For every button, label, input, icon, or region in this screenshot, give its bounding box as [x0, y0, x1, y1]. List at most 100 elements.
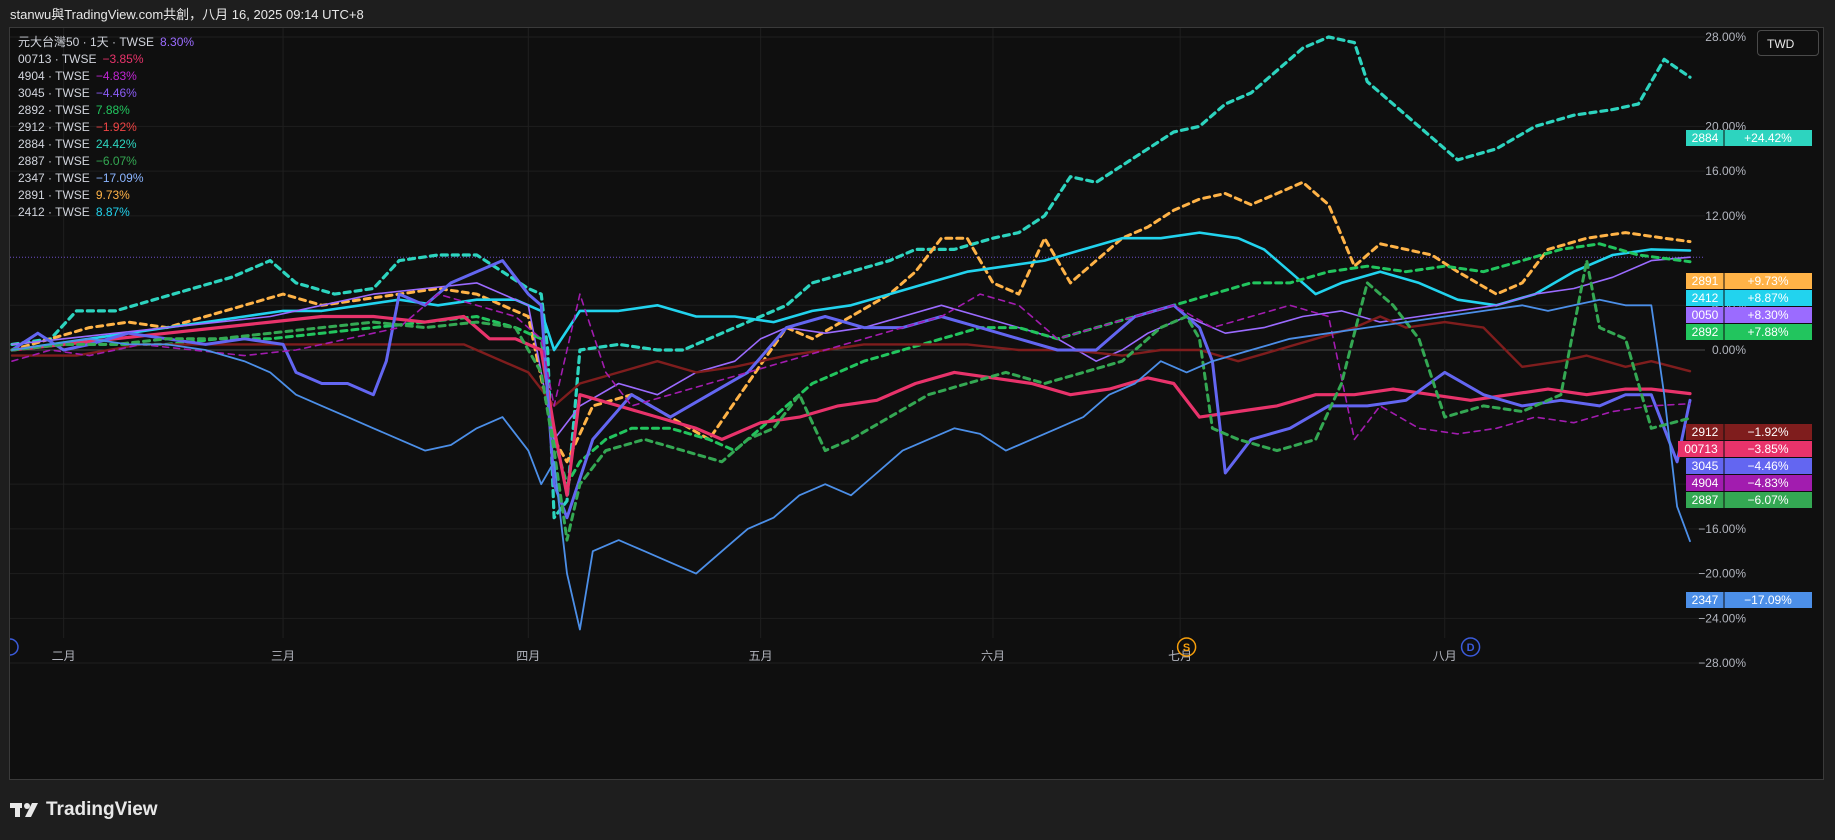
series-line-2887[interactable]	[10, 259, 1692, 542]
legend-label: 2412 · TWSE	[18, 205, 90, 219]
legend-value: −6.07%	[95, 154, 137, 168]
price-tag-bg	[1686, 324, 1724, 340]
price-tag-4904: 4904 −4.83%	[1686, 475, 1812, 491]
price-tag-2347: 2347 −17.09%	[1686, 592, 1812, 608]
price-tag-0050: 0050 +8.30%	[1686, 307, 1812, 323]
price-tag-value: +8.30%	[1747, 308, 1788, 322]
legend-row[interactable]: 4904 · TWSE −4.83%	[18, 68, 194, 85]
price-tag-bg	[1724, 475, 1812, 491]
legend-row[interactable]: 2887 · TWSE −6.07%	[18, 153, 194, 170]
price-tag-symbol: 2912	[1692, 425, 1719, 439]
price-tag-symbol: 2412	[1692, 291, 1719, 305]
event-marker-circle	[1176, 637, 1197, 657]
price-tag-bg	[1686, 458, 1724, 474]
price-tag-bg	[1724, 458, 1812, 474]
left-edge-marker-icon	[10, 638, 19, 656]
y-tick-label: 28.00%	[1705, 30, 1746, 44]
event-marker-circle	[1460, 637, 1481, 657]
x-tick-label: 四月	[516, 649, 540, 663]
legend-value: −1.92%	[95, 120, 137, 134]
price-tag-value: −17.09%	[1744, 593, 1792, 607]
price-tag-bg	[1724, 307, 1812, 323]
price-tag-value: −4.46%	[1747, 459, 1788, 473]
series-line-2347[interactable]	[11, 298, 1691, 631]
price-tag-bg	[1724, 592, 1812, 608]
legend-row[interactable]: 2892 · TWSE 7.88%	[18, 102, 194, 119]
y-tick-label: −28.00%	[1698, 656, 1746, 670]
price-tag-bg	[1686, 130, 1724, 146]
legend-value: 8.30%	[160, 35, 195, 49]
series-line-2412[interactable]	[10, 231, 1692, 352]
legend-row[interactable]: 元大台灣50 · 1天 · TWSE 8.30%	[18, 34, 194, 51]
price-tag-symbol: 2891	[1692, 274, 1719, 288]
legend-value: −4.46%	[95, 86, 137, 100]
price-tag-2884: 2884 +24.42%	[1686, 130, 1812, 146]
legend-row[interactable]: 2891 · TWSE 9.73%	[18, 187, 194, 204]
legend: 元大台灣50 · 1天 · TWSE 8.30% 00713 · TWSE −3.85…	[18, 34, 194, 221]
price-tag-00713: 00713 −3.85%	[1678, 441, 1812, 457]
price-tag-value: −3.85%	[1747, 442, 1788, 456]
x-tick-label: 八月	[1433, 649, 1457, 663]
x-tick-label: 二月	[52, 649, 76, 663]
series-line-2884[interactable]	[10, 35, 1692, 520]
price-tag-value: −1.92%	[1747, 425, 1788, 439]
legend-value: 9.73%	[95, 188, 130, 202]
legend-row[interactable]: 2884 · TWSE 24.42%	[18, 136, 194, 153]
currency-button[interactable]: TWD	[1757, 30, 1819, 56]
y-tick-label: −24.00%	[1698, 611, 1746, 625]
legend-row[interactable]: 2347 · TWSE −17.09%	[18, 170, 194, 187]
price-tag-bg	[1724, 273, 1812, 289]
price-tag-symbol: 4904	[1692, 476, 1719, 490]
price-tag-2412: 2412 +8.87%	[1686, 290, 1812, 306]
legend-value: −17.09%	[95, 171, 144, 185]
x-tick-label: 五月	[749, 649, 773, 663]
legend-row[interactable]: 2412 · TWSE 8.87%	[18, 204, 194, 221]
price-tag-bg	[1724, 130, 1812, 146]
legend-value: 7.88%	[95, 103, 130, 117]
price-tag-bg	[1686, 424, 1724, 440]
price-tag-3045: 3045 −4.46%	[1686, 458, 1812, 474]
price-tag-bg	[1686, 592, 1724, 608]
legend-label: 00713 · TWSE	[18, 52, 97, 66]
y-tick-label: 0.00%	[1712, 343, 1746, 357]
legend-row[interactable]: 3045 · TWSE −4.46%	[18, 85, 194, 102]
price-tag-value: +7.88%	[1747, 325, 1788, 339]
price-tag-symbol: 2884	[1692, 131, 1719, 145]
legend-label: 2347 · TWSE	[18, 171, 90, 185]
chart-frame[interactable]: 28.00%20.00%16.00%12.00%4.00%0.00%−12.00…	[9, 27, 1824, 780]
tradingview-logo-icon	[10, 803, 38, 817]
price-tag-symbol: 2347	[1692, 593, 1719, 607]
series-line-2891[interactable]	[10, 180, 1692, 464]
price-tag-2887: 2887 −6.07%	[1686, 492, 1812, 508]
series-line-2892[interactable]	[10, 242, 1692, 486]
legend-value: 8.87%	[95, 205, 130, 219]
price-tag-symbol: 00713	[1684, 442, 1718, 456]
series-line-3045[interactable]	[10, 259, 1692, 520]
series-line-00713[interactable]	[10, 314, 1692, 497]
brand[interactable]: TradingView	[10, 798, 158, 822]
chart-svg[interactable]: 28.00%20.00%16.00%12.00%4.00%0.00%−12.00…	[10, 28, 1823, 779]
price-tag-symbol: 2892	[1692, 325, 1719, 339]
legend-row[interactable]: 2912 · TWSE −1.92%	[18, 119, 194, 136]
series-line-0050[interactable]	[11, 256, 1691, 441]
legend-row[interactable]: 00713 · TWSE −3.85%	[18, 51, 194, 68]
y-tick-label: 12.00%	[1705, 209, 1746, 223]
price-tag-2891: 2891 +9.73%	[1686, 273, 1812, 289]
price-tag-bg	[1686, 290, 1724, 306]
legend-value: 24.42%	[95, 137, 137, 151]
series-line-2912[interactable]	[10, 315, 1692, 408]
event-marker-d-icon[interactable]: D	[1460, 637, 1481, 657]
price-tag-bg	[1724, 290, 1812, 306]
legend-label: 4904 · TWSE	[18, 69, 90, 83]
price-tag-bg	[1686, 307, 1724, 323]
legend-value: −3.85%	[102, 52, 144, 66]
y-tick-label: 20.00%	[1705, 119, 1746, 133]
price-tag-symbol: 0050	[1692, 308, 1719, 322]
y-tick-label: −20.00%	[1698, 567, 1746, 581]
series-line-4904[interactable]	[11, 293, 1691, 441]
event-marker-label: S	[1183, 642, 1190, 654]
price-tag-bg	[1686, 492, 1724, 508]
event-marker-s-icon[interactable]: S	[1176, 637, 1197, 657]
legend-label: 2892 · TWSE	[18, 103, 90, 117]
legend-label: 2884 · TWSE	[18, 137, 90, 151]
